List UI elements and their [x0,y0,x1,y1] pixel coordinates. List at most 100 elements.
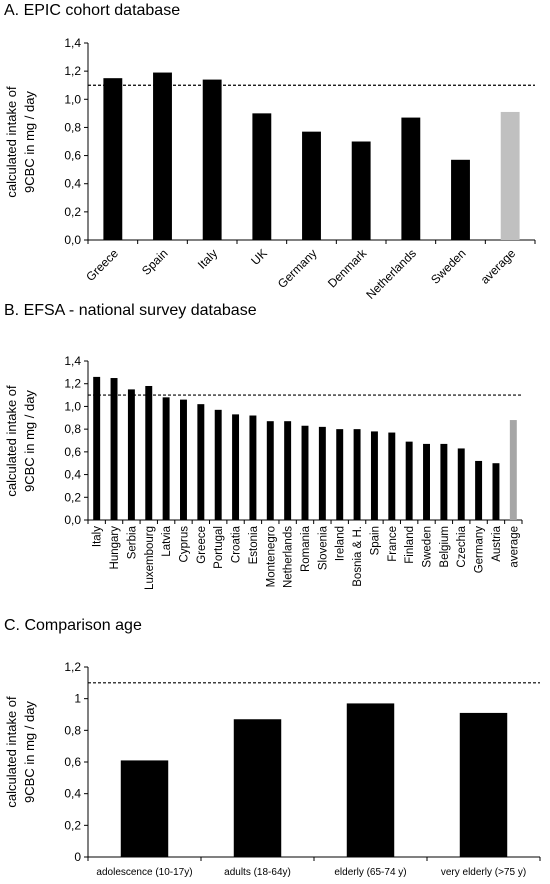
y-tick-label: 0,8 [64,723,81,737]
x-category-label: Luxembourg [144,526,156,590]
x-category-label: adults (18-64y) [224,867,291,878]
y-tick-label: 0,8 [64,120,81,134]
y-axis-label-line2: 9CBC in mg / day [22,91,37,193]
bar-latvia [162,397,170,520]
y-tick-label: 1,2 [64,377,81,391]
x-category-label: Croatia [231,525,243,563]
x-category-label: Montenegro [265,526,277,587]
bar-spain [153,72,172,240]
bar-italy [93,376,101,520]
x-category-label: Serbia [126,525,138,559]
bar-netherlands [284,421,292,520]
bar-average [509,420,517,520]
bar-sweden [451,159,470,240]
y-tick-label: 0,4 [64,468,81,482]
bar-uk [252,113,272,240]
bar-croatia [232,414,240,520]
y-tick-label: 1,4 [64,36,81,50]
bar-bosnia-h- [353,429,361,520]
bar-greece [197,404,205,520]
y-tick-label: 0,0 [64,513,81,527]
bar-elderly-65-74-y- [346,703,395,857]
bar-adolescence-10-17y- [120,760,169,857]
x-category-label: average [508,526,520,568]
bar-romania [301,425,309,520]
x-category-label: Romania [300,525,312,572]
x-category-label: Cyprus [178,526,190,563]
x-category-label: average [478,246,519,287]
x-category-label: Spain [139,246,171,278]
x-category-label: Denmark [325,246,370,291]
x-category-label: Sweden [428,246,469,287]
bar-average [500,111,520,240]
y-tick-label: 0,0 [64,233,81,247]
x-category-label: Germany [474,526,486,574]
x-category-label: Germany [275,246,320,291]
y-tick-label: 1,2 [64,64,81,78]
bar-very-elderly-75-y- [459,712,508,857]
bar-portugal [214,409,222,520]
bar-adults-18-64y- [233,719,282,857]
bar-italy [202,79,222,240]
y-tick-label: 1,0 [64,399,81,413]
bar-luxembourg [145,385,153,520]
bar-greece [103,78,123,240]
bar-france [388,432,396,520]
y-tick-label: 0,2 [64,818,81,832]
bar-netherlands [401,117,421,240]
bar-austria [492,463,500,520]
y-tick-label: 0,2 [64,490,81,504]
x-category-label: Greece [196,526,208,564]
bar-cyprus [180,399,187,520]
x-category-label: Bosnia & H. [352,526,364,587]
y-tick-label: 0,4 [64,177,81,191]
x-category-label: Slovenia [317,525,329,570]
x-category-label: France [387,526,399,562]
chart-epic-cohort: 0,0 0,2 0,4 0,6 0,8 1,0 1,2 1,4 Greece Spain Italy… [4,36,536,302]
y-axis-label-line2: 9CBC in mg / day [22,701,37,803]
x-category-label: Sweden [422,526,434,568]
bar-finland [405,441,413,520]
y-axis-label-line1: calculated intake of [4,86,19,198]
y-tick-label: 1,4 [64,354,81,368]
y-tick-label: 0,4 [64,787,81,801]
x-category-label: Italy [92,526,104,547]
chart-efsa-survey: 0,0 0,2 0,4 0,6 0,8 1,0 1,2 1,4 Italy Hungary Serb… [4,354,523,590]
y-tick-label: 0,2 [64,205,81,219]
bar-germany [475,460,483,520]
x-category-label: Italy [195,246,220,271]
x-category-label: UK [248,246,270,268]
bar-hungary [110,378,118,520]
x-category-label: Netherlands [283,526,295,588]
y-tick-label: 0,6 [64,445,81,459]
x-category-label: Belgium [439,526,451,568]
bar-ireland [336,429,344,520]
panel-a-title: A. EPIC cohort database [4,2,181,19]
y-tick-label: 0,8 [64,422,81,436]
x-category-label: very elderly (>75 y) [441,867,526,878]
y-tick-label: 0,6 [64,755,81,769]
x-category-label: Spain [369,526,381,555]
x-category-label: elderly (65-74 y) [334,867,406,878]
x-category-label: Portugal [213,526,225,569]
x-category-label: Finland [404,526,416,564]
y-axis-label-line1: calculated intake of [4,385,19,497]
bar-spain [370,431,378,520]
y-axis-label-line2: 9CBC in mg / day [22,390,37,492]
panel-b-title: B. EFSA - national survey database [4,302,257,319]
x-category-label: adolescence (10-17y) [96,867,192,878]
panel-c-title: C. Comparison age [4,617,142,634]
chart-comparison-age: 0 0,2 0,4 0,6 0,8 1 1,2 adolescence (10-17y) adu… [4,660,541,878]
y-tick-label: 0 [74,850,81,864]
x-category-label: Ireland [335,526,347,561]
x-category-label: Netherlands [363,246,419,302]
x-category-label: Latvia [161,525,173,556]
x-category-label: Czechia [456,525,468,567]
bar-germany [302,131,321,240]
bar-serbia [127,389,135,520]
bar-estonia [249,415,257,520]
x-category-label: Hungary [109,526,121,570]
y-tick-label: 1,2 [64,660,81,674]
bar-belgium [440,443,448,520]
x-category-label: Austria [491,525,503,561]
